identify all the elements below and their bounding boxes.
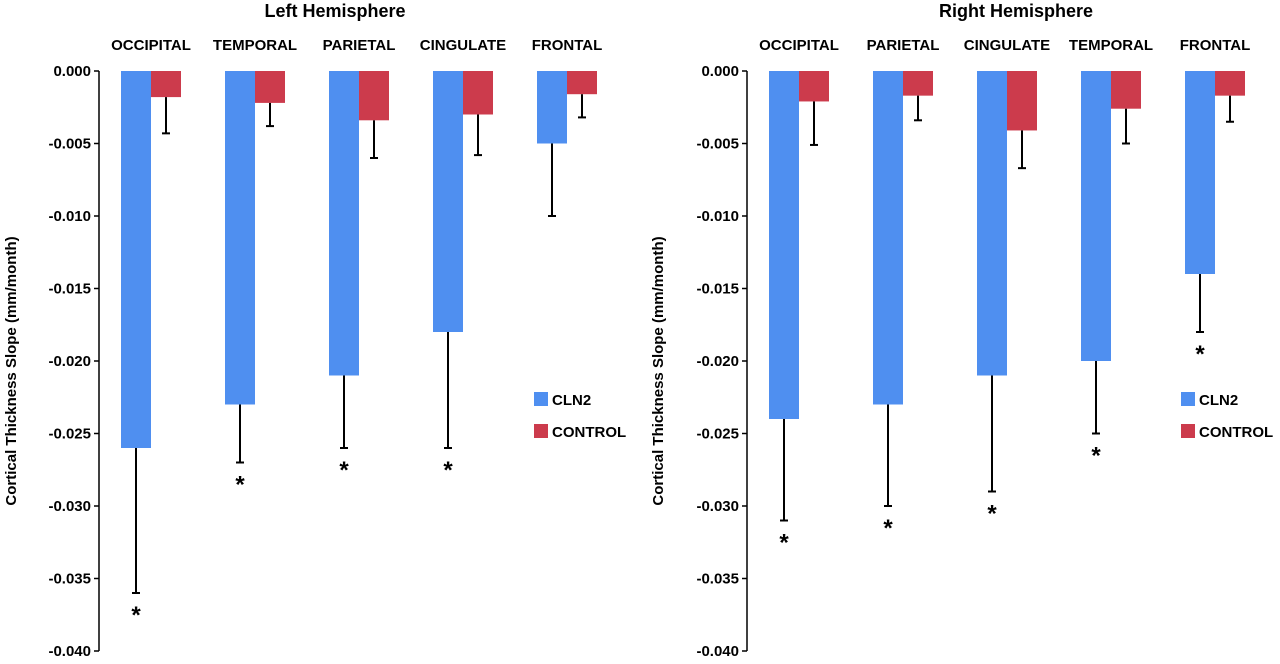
bar-cln2 — [1185, 71, 1215, 274]
significance-marker: * — [339, 457, 349, 484]
bar-control — [151, 71, 181, 98]
y-tick-label: -0.005 — [48, 136, 91, 153]
category-group-parietal: PARIETAL * — [867, 37, 940, 542]
bar-cln2 — [121, 71, 151, 448]
y-tick-label: -0.040 — [48, 643, 91, 659]
y-axis-title: Cortical Thickness Slope (mm/month) — [650, 236, 667, 505]
category-label: OCCIPITAL — [759, 37, 839, 54]
legend-swatch-cln2 — [1181, 392, 1195, 406]
bar-cln2 — [1081, 71, 1111, 361]
category-label: TEMPORAL — [1069, 37, 1153, 54]
chart-title: Left Hemisphere — [264, 1, 405, 21]
legend-label: CLN2 — [552, 392, 591, 409]
y-tick-label: -0.040 — [696, 643, 739, 659]
bar-control — [799, 71, 829, 102]
y-tick-label: 0.000 — [53, 63, 91, 80]
significance-marker: * — [235, 472, 245, 499]
category-label: FRONTAL — [1180, 37, 1251, 54]
category-group-occipital: OCCIPITAL * — [111, 37, 191, 629]
bar-cln2 — [977, 71, 1007, 376]
y-tick-label: -0.035 — [48, 571, 91, 588]
category-group-parietal: PARIETAL * — [323, 37, 396, 484]
y-tick-label: -0.010 — [48, 208, 91, 225]
bar-control — [463, 71, 493, 115]
significance-marker: * — [1195, 341, 1205, 368]
significance-marker: * — [443, 457, 453, 484]
y-tick-label: -0.030 — [48, 498, 91, 515]
bar-control — [1007, 71, 1037, 131]
bar-control — [903, 71, 933, 96]
y-tick-label: -0.030 — [696, 498, 739, 515]
category-group-temporal: TEMPORAL * — [213, 37, 297, 499]
category-group-frontal: FRONTAL — [532, 37, 603, 217]
category-group-cingulate: CINGULATE * — [964, 37, 1050, 528]
bar-cln2 — [225, 71, 255, 405]
bar-cln2 — [769, 71, 799, 419]
bar-control — [255, 71, 285, 103]
bar-cln2 — [537, 71, 567, 144]
legend-label: CONTROL — [1199, 424, 1273, 441]
left-hemisphere-chart: Left Hemisphere 0.000 -0.005 -0.010 -0.015 -0… — [3, 1, 626, 660]
bar-cln2 — [433, 71, 463, 332]
bar-cln2 — [873, 71, 903, 405]
significance-marker: * — [987, 501, 997, 528]
category-label: TEMPORAL — [213, 37, 297, 54]
y-tick-label: 0.000 — [701, 63, 739, 80]
significance-marker: * — [779, 530, 789, 557]
significance-marker: * — [883, 515, 893, 542]
legend-label: CONTROL — [552, 424, 626, 441]
category-group-occipital: OCCIPITAL * — [759, 37, 839, 557]
legend-swatch-cln2 — [534, 392, 548, 406]
significance-marker: * — [131, 602, 141, 629]
chart-title: Right Hemisphere — [939, 1, 1093, 21]
category-group-cingulate: CINGULATE * — [420, 37, 506, 484]
category-label: CINGULATE — [964, 37, 1050, 54]
legend: CLN2 CONTROL — [1181, 392, 1273, 441]
y-tick-label: -0.015 — [696, 281, 739, 298]
legend-swatch-control — [1181, 424, 1195, 438]
bar-control — [567, 71, 597, 95]
y-tick-label: -0.015 — [48, 281, 91, 298]
y-tick-label: -0.020 — [696, 353, 739, 370]
legend-label: CLN2 — [1199, 392, 1238, 409]
bar-control — [359, 71, 389, 121]
y-tick-label: -0.025 — [696, 426, 739, 443]
bar-cln2 — [329, 71, 359, 376]
category-label: PARIETAL — [867, 37, 940, 54]
right-hemisphere-chart: Right Hemisphere 0.000 -0.005 -0.010 -0.015 -… — [650, 1, 1273, 660]
category-label: FRONTAL — [532, 37, 603, 54]
y-tick-label: -0.010 — [696, 208, 739, 225]
y-tick-label: -0.035 — [696, 571, 739, 588]
significance-marker: * — [1091, 443, 1101, 470]
y-tick-label: -0.020 — [48, 353, 91, 370]
legend: CLN2 CONTROL — [534, 392, 626, 441]
category-group-temporal: TEMPORAL * — [1069, 37, 1153, 470]
y-tick-label: -0.025 — [48, 426, 91, 443]
category-label: CINGULATE — [420, 37, 506, 54]
bar-control — [1111, 71, 1141, 109]
category-label: OCCIPITAL — [111, 37, 191, 54]
category-group-frontal: FRONTAL * — [1180, 37, 1251, 368]
legend-swatch-control — [534, 424, 548, 438]
y-axis-title: Cortical Thickness Slope (mm/month) — [3, 236, 20, 505]
bar-control — [1215, 71, 1245, 96]
y-tick-label: -0.005 — [696, 136, 739, 153]
category-label: PARIETAL — [323, 37, 396, 54]
